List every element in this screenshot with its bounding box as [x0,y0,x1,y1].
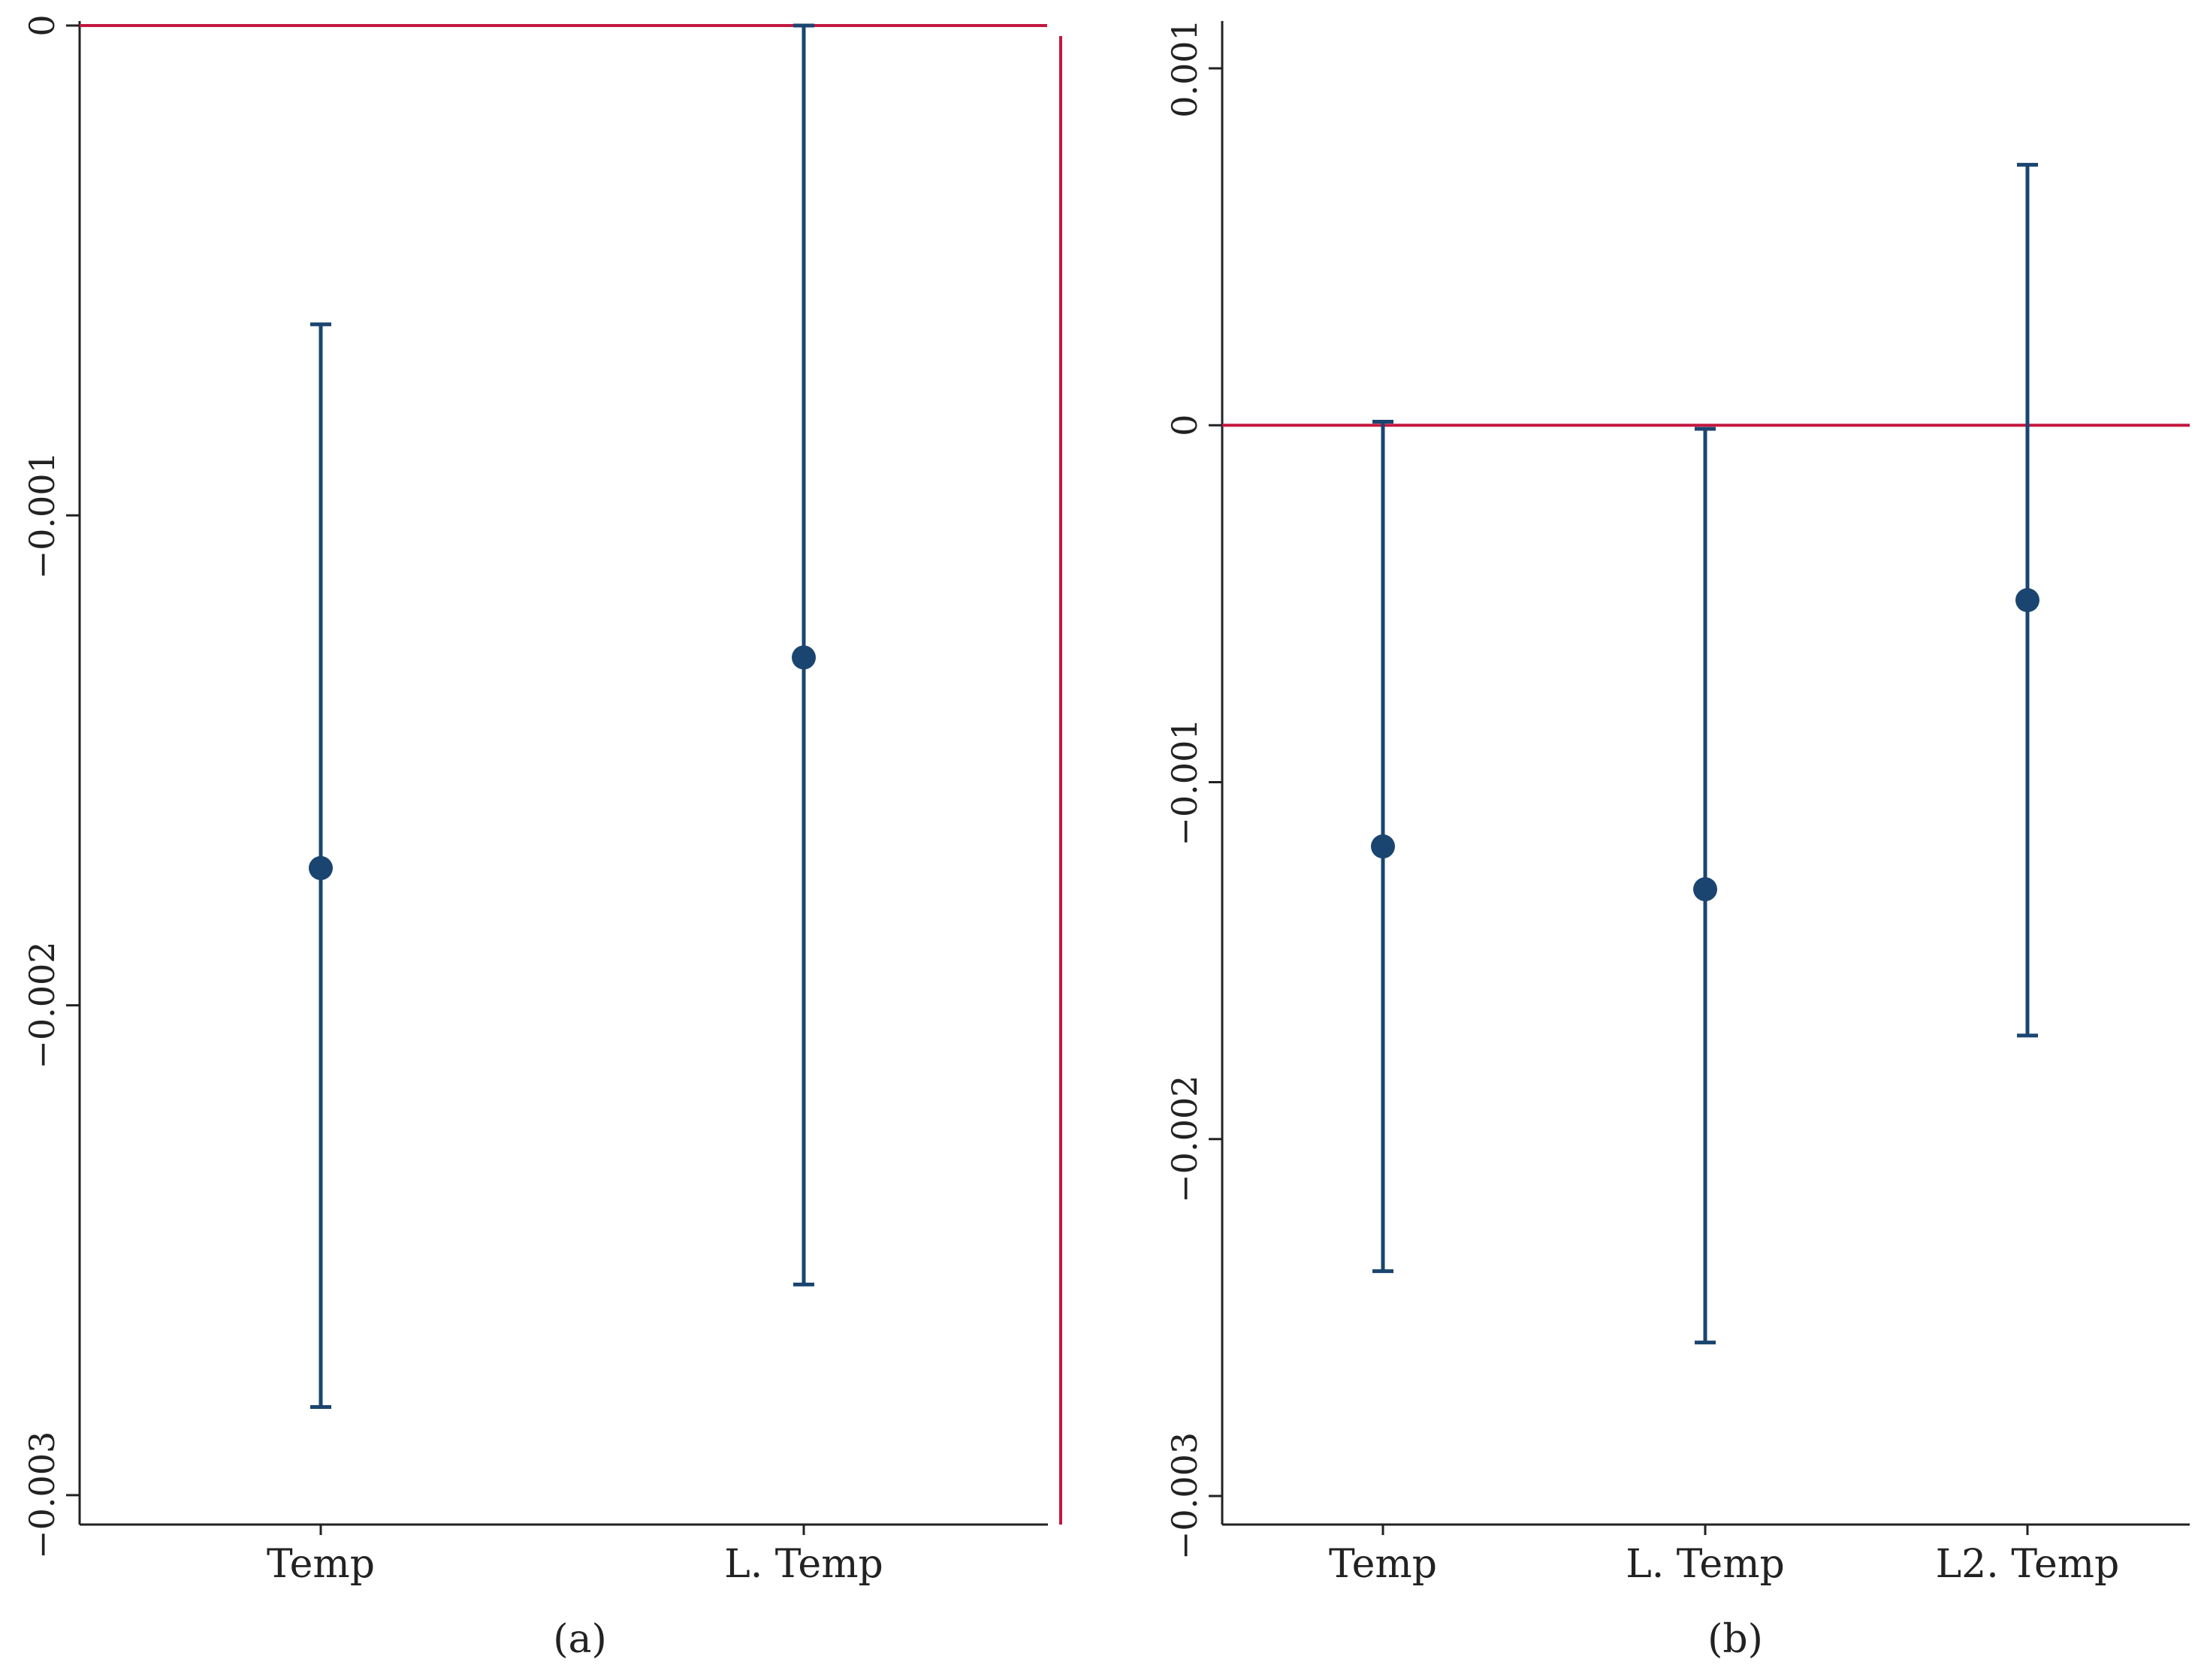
panel-a-y-tick-label: 0 [22,14,62,36]
panel-b-point-estimate [2015,588,2039,613]
panel-b-category-label: Temp [1329,1542,1437,1587]
panel-b-coefficient-plot: 0.001 0 −0.001 −0.002 −0.003 Temp L. Temp L2. T… [1164,19,2190,1662]
panel-b-y-tick-label: −0.001 [1164,718,1205,846]
panel-b-category-label: L. Temp [1626,1542,1785,1587]
panel-b-label: (b) [1707,1617,1763,1662]
panel-a-coefficient-plot: 0 −0.001 −0.002 −0.003 Temp L. Temp (a) [22,14,1062,1662]
panel-a-y-tick-label: −0.002 [22,941,62,1069]
panel-a-point-estimate [792,645,816,670]
panel-b-y-tick-label: −0.002 [1164,1075,1205,1203]
panel-a-y-tick-label: −0.001 [22,451,62,579]
panel-b-y-tick-label: 0.001 [1164,19,1205,118]
panel-b-y-tick-label: −0.003 [1164,1432,1205,1560]
panel-a-category-label: Temp [267,1542,375,1587]
panel-a-y-tick-label: −0.003 [22,1431,62,1559]
panel-a-point-estimate [309,855,333,880]
panel-a-category-label: L. Temp [724,1542,883,1587]
panel-a-label: (a) [553,1617,607,1662]
panel-b-category-label: L2. Temp [1936,1542,2120,1587]
panel-b-point-estimate [1693,877,1717,902]
panel-b-point-estimate [1371,834,1395,859]
panel-b-y-tick-label: 0 [1164,415,1205,436]
